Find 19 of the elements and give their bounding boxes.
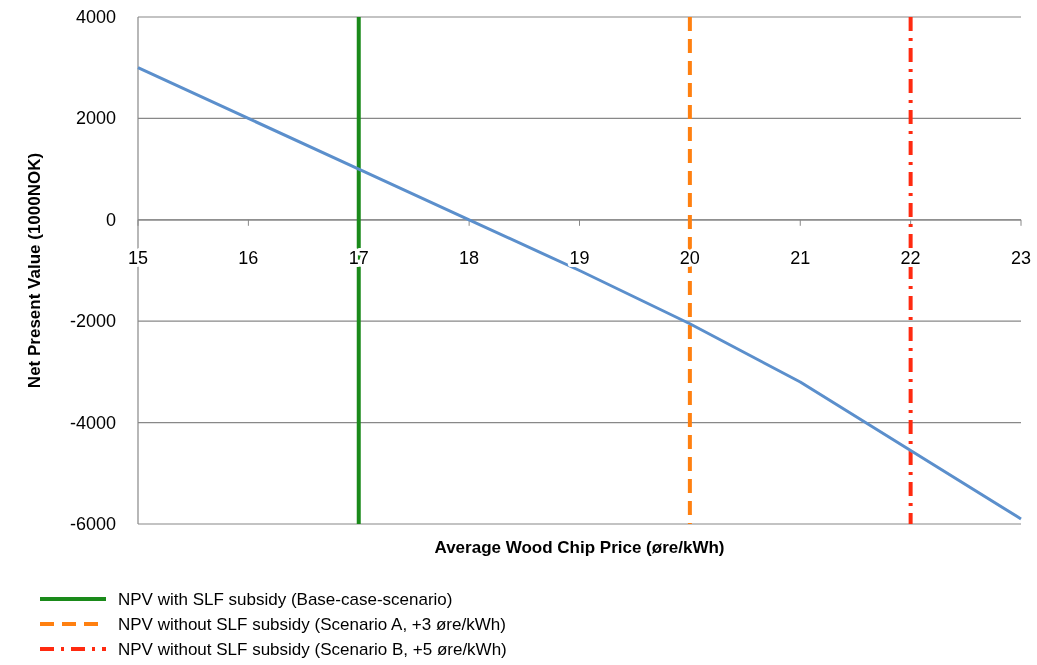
x-tick-label: 19 (569, 247, 590, 268)
legend-label: NPV without SLF subsidy (Scenario B, +5 øre/kWh) (118, 640, 507, 659)
x-tick-label: 23 (1010, 247, 1032, 268)
x-tick-label: 21 (790, 247, 811, 268)
legend-label: NPV without SLF subsidy (Scenario A, +3 øre/kWh) (118, 615, 506, 634)
x-tick-label: 16 (238, 247, 259, 268)
x-tick-label: 15 (127, 247, 149, 268)
y-axis-title: Net Present Value (1000NOK) (25, 152, 44, 389)
y-tick-label: -6000 (69, 514, 116, 534)
x-tick-label: 20 (679, 247, 700, 268)
y-tick-label: 2000 (75, 108, 116, 129)
y-tick-label: 4000 (75, 7, 116, 27)
legend-label: NPV with SLF subsidy (Base-case-scenario) (118, 590, 453, 609)
y-tick-label: -2000 (69, 311, 116, 332)
x-axis-title: Average Wood Chip Price (øre/kWh) (434, 538, 725, 557)
x-tick-label: 22 (900, 247, 921, 268)
y-tick-label: -4000 (69, 412, 116, 433)
x-tick-label: 18 (459, 247, 480, 268)
y-tick-label: 0 (105, 209, 116, 230)
